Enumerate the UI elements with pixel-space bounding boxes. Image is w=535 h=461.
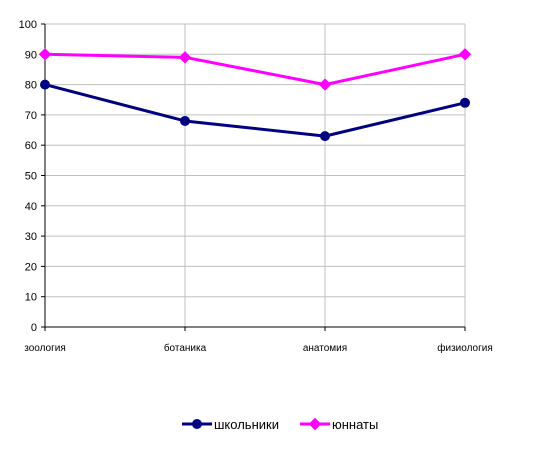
y-tick-label: 20 [25,261,37,273]
data-point-marker [320,131,330,142]
legend-item: школьники [182,417,279,432]
x-category-label: зоология [24,343,66,354]
legend-marker [308,417,322,431]
x-category-label: физиология [437,342,492,354]
y-tick-label: 10 [25,292,37,304]
y-tick-label: 60 [25,140,37,152]
series-2 [38,48,472,91]
data-point-marker [38,48,52,61]
legend-label: школьники [214,417,279,432]
data-point-marker [318,78,332,91]
y-tick-label: 70 [25,110,37,122]
series-line [44,52,466,87]
legend: школьники юннаты [182,417,378,432]
legend-marker [192,419,202,429]
x-category-label: анатомия [303,343,347,354]
y-tick-label: 90 [25,49,37,61]
y-tick-label: 100 [19,19,37,31]
x-category-label: ботаника [164,342,207,354]
y-tick-label: 0 [31,322,37,334]
data-point-marker [178,51,192,64]
series-group [38,48,472,142]
legend-item: юннаты [300,417,378,432]
x-axis-category-labels: зоология ботаника анатомия физиология [24,342,493,354]
y-tick-label: 80 [25,80,37,92]
y-tick-label: 50 [25,171,37,183]
series-line [44,83,466,138]
data-point-marker [458,48,472,61]
y-axis-tick-labels: 0 10 20 30 40 50 60 70 80 90 100 [19,19,37,334]
legend-label: юннаты [332,417,378,432]
grid-lines [45,23,466,327]
data-point-marker [460,97,470,108]
series-1 [40,79,470,142]
data-point-marker [180,115,190,126]
data-point-marker [40,79,50,90]
y-tick-label: 30 [25,231,37,243]
y-tick-label: 40 [25,201,37,213]
